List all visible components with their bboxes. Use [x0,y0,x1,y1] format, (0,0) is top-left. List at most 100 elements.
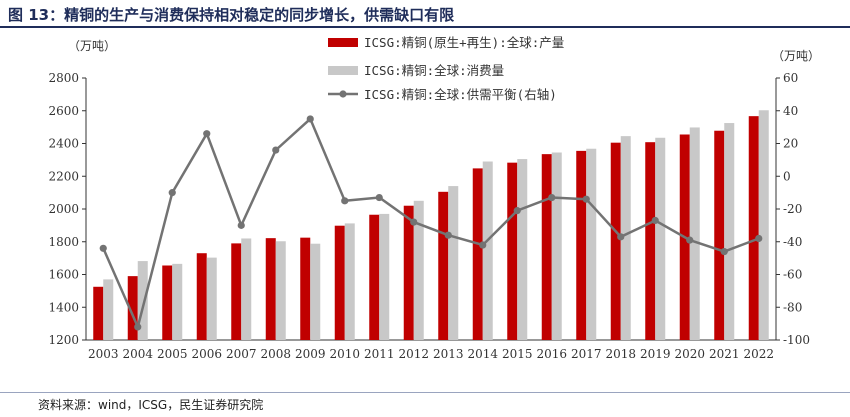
production-bar [196,253,207,340]
x-tick-label: 2015 [502,347,533,361]
legend-swatch-consumption [328,66,358,75]
x-tick-label: 2011 [364,347,395,361]
balance-point [548,193,556,202]
line-series-group [99,115,763,331]
left-y-tick-label: 2800 [48,71,79,85]
figure-title: 图 13：精铜的生产与消费保持相对稳定的同步增长，供需缺口有限 [8,6,455,24]
left-y-tick-label: 1800 [48,235,79,249]
consumption-bar [103,279,114,340]
balance-point [720,247,728,256]
title-rule [0,26,850,28]
right-y-tick-label: -80 [783,300,802,314]
x-tick-label: 2007 [226,347,257,361]
x-tick-label: 2017 [571,347,602,361]
consumption-bar [758,110,769,340]
consumption-bar [620,136,631,340]
left-axis-unit: （万吨） [68,39,116,53]
right-y-tick-label: 40 [783,104,798,118]
balance-point [375,193,383,202]
right-y-tick-label: -100 [783,333,810,347]
balance-point [755,234,763,243]
right-y-tick-label: -20 [783,202,802,216]
production-bar [127,276,138,340]
consumption-bar [655,137,666,340]
legend-marker-balance [339,90,347,98]
legend-label: ICSG:精铜(原生+再生):全球:产量 [364,35,564,50]
production-bar [541,154,552,340]
axes: 1200 1400 1600 1800 2000 2200 2400 2600 2800 -100… [48,71,810,361]
production-bar [576,150,587,340]
bar-series-group [93,110,769,340]
dual-axis-chart: （万吨） （万吨） 1200 1400 1600 1800 2000 2200 2400 26… [48,35,820,361]
x-tick-label: 2004 [122,347,153,361]
balance-point [341,197,349,205]
left-y-tick-label: 2200 [48,169,79,183]
x-tick-label: 2021 [709,347,740,361]
right-y-tick-label: 60 [783,71,798,85]
production-bar [438,191,449,340]
left-y-tick-label: 2000 [48,202,79,216]
left-y-tick-label: 2400 [48,137,79,151]
balance-point [617,233,625,241]
balance-point [444,231,452,239]
consumption-bar [379,213,390,340]
production-bar [369,214,380,340]
consumption-bar [551,152,562,340]
x-tick-label: 2020 [674,347,705,361]
balance-point [168,189,176,197]
right-axis-unit: （万吨） [772,49,820,63]
right-y-tick-label: -60 [783,268,802,282]
left-y-tick-label: 2600 [48,104,79,118]
balance-point [479,241,487,249]
production-bar [231,243,242,340]
right-y-tick-label: -40 [783,235,802,249]
left-y-tick-label: 1200 [48,333,79,347]
consumption-bar [448,186,459,340]
x-tick-label: 2016 [536,347,567,361]
consumption-bar [413,200,424,340]
consumption-bar [172,263,183,340]
right-y-tick-label: 0 [783,169,791,183]
legend: ICSG:精铜(原生+再生):全球:产量 ICSG:精铜:全球:消费量 ICSG:精… [328,35,564,102]
production-bar [714,130,725,340]
production-bar [645,142,656,340]
consumption-bar [517,159,528,340]
legend-label: ICSG:精铜:全球:消费量 [364,63,504,78]
consumption-bar [344,223,355,340]
consumption-bar [241,238,252,340]
consumption-bar [689,127,700,340]
production-bar [610,142,621,340]
production-bar [93,286,104,340]
balance-point [686,236,694,244]
x-tick-label: 2014 [467,347,498,361]
x-tick-label: 2003 [88,347,119,361]
production-bar [472,168,483,340]
consumption-bar [586,148,597,340]
production-bar [403,205,414,340]
consumption-bar [137,261,148,340]
right-y-tick-label: 20 [783,137,798,151]
balance-point [272,146,280,154]
x-tick-label: 2018 [605,347,636,361]
balance-point [651,216,659,225]
x-tick-label: 2009 [295,347,326,361]
production-bar [265,238,276,340]
balance-point [134,323,142,331]
x-tick-label: 2010 [329,347,360,361]
consumption-bar [275,241,286,340]
x-tick-label: 2013 [433,347,464,361]
consumption-bar [724,123,735,340]
production-bar [507,162,518,340]
consumption-bar [482,161,493,340]
x-tick-label: 2005 [157,347,188,361]
balance-point [410,218,418,226]
left-y-tick-label: 1600 [48,268,79,282]
left-y-tick-label: 1400 [48,300,79,314]
production-bar [334,225,345,340]
balance-point [306,115,314,123]
x-tick-label: 2019 [640,347,671,361]
x-tick-label: 2012 [398,347,429,361]
balance-point [237,221,245,229]
production-bar [748,116,759,340]
x-tick-label: 2008 [260,347,291,361]
